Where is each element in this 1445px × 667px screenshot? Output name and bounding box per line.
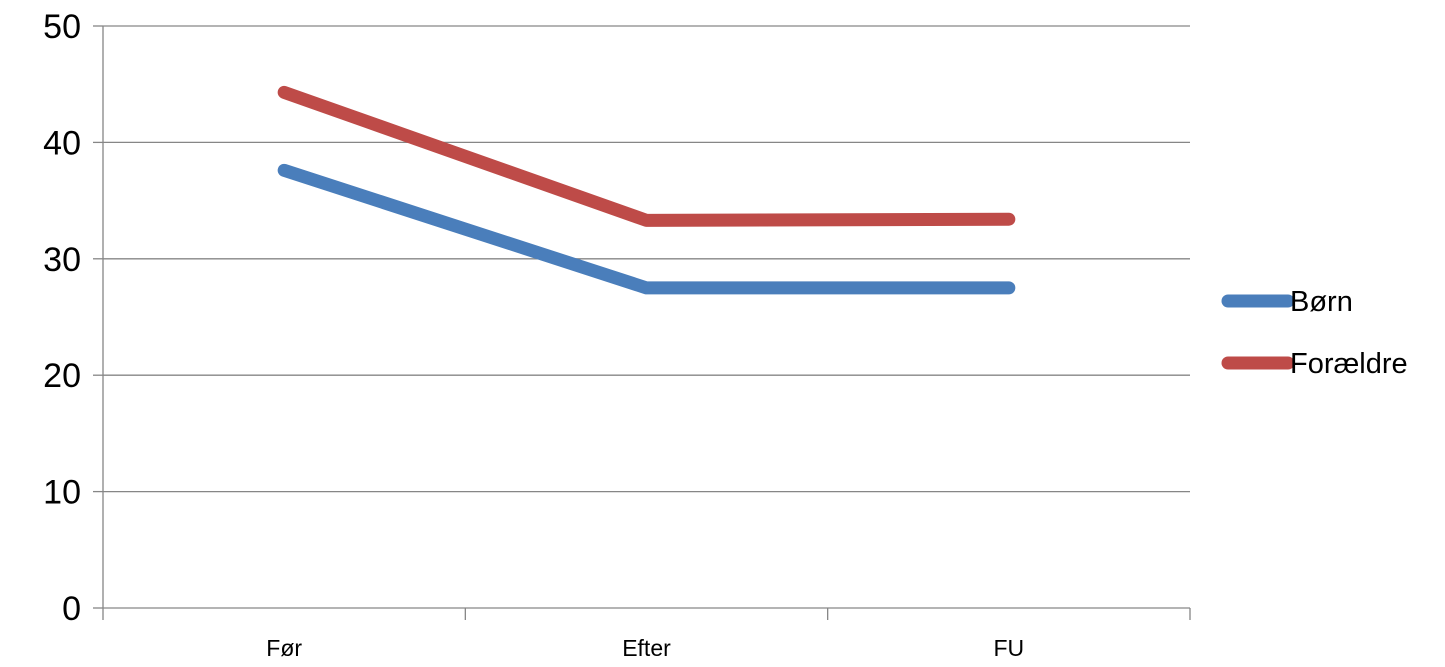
legend-label-0: Børn xyxy=(1290,286,1353,318)
y-tick-label: 50 xyxy=(43,8,81,46)
x-axis-tick-labels: Før Efter FU xyxy=(266,635,1024,661)
axes xyxy=(93,25,1191,620)
gridlines xyxy=(103,25,1190,493)
y-tick-label: 30 xyxy=(43,241,81,279)
y-tick-label: 0 xyxy=(62,590,81,628)
y-tick-label: 40 xyxy=(43,124,81,162)
legend: Børn Forældre xyxy=(1221,286,1408,380)
y-tick-label: 10 xyxy=(43,474,81,512)
y-tick-label: 20 xyxy=(43,357,81,395)
x-tick-label: FU xyxy=(993,635,1024,661)
x-tick-label: Før xyxy=(266,635,302,661)
x-tick-label: Efter xyxy=(622,635,671,661)
y-axis-tick-labels: 0 10 20 30 40 50 xyxy=(43,8,81,628)
series-line-0 xyxy=(277,163,1016,295)
legend-label-1: Forældre xyxy=(1290,348,1408,380)
series-lines xyxy=(277,85,1016,295)
